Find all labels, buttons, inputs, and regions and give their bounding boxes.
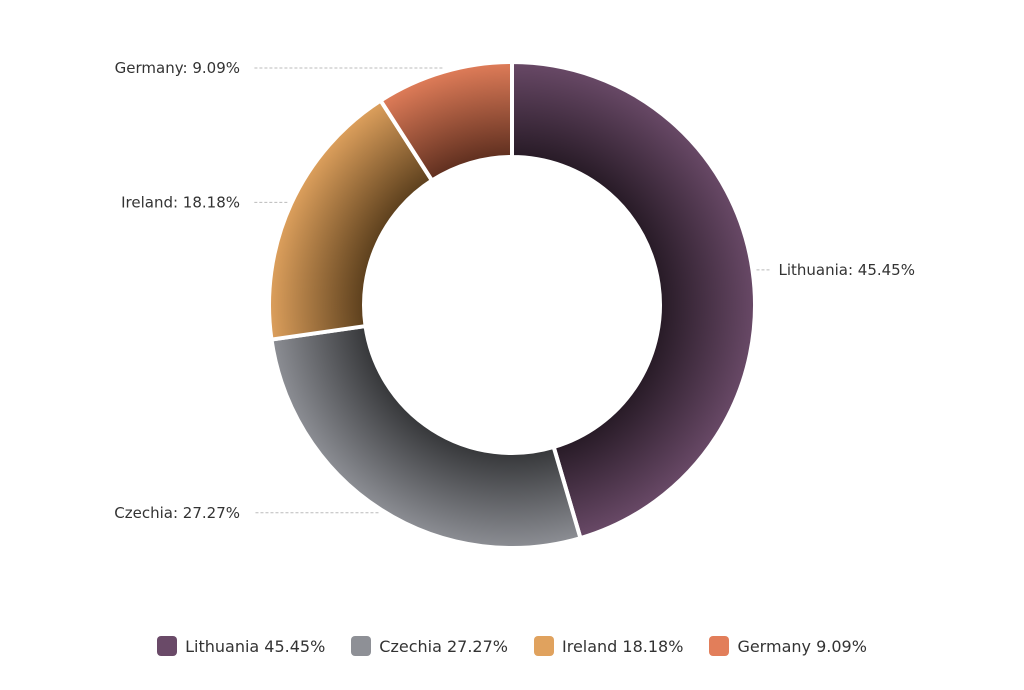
slice-label-germany: Germany: 9.09% bbox=[115, 59, 240, 77]
donut-chart: Lithuania: 45.45% Czechia: 27.27% Ireland:… bbox=[114, 59, 915, 550]
legend-label-czechia: Czechia 27.27% bbox=[379, 636, 508, 656]
legend-swatch-lithuania bbox=[157, 636, 178, 656]
legend-swatch-germany bbox=[709, 636, 730, 656]
slice-ireland[interactable] bbox=[267, 98, 434, 342]
slice-label-lithuania: Lithuania: 45.45% bbox=[778, 261, 915, 279]
legend-swatch-ireland bbox=[534, 636, 554, 656]
slice-label-czechia: Czechia: 27.27% bbox=[114, 504, 240, 522]
legend-item-lithuania[interactable]: Lithuania 45.45% bbox=[157, 636, 325, 656]
slice-lithuania[interactable] bbox=[510, 60, 757, 541]
legend-label-ireland: Ireland 18.18% bbox=[562, 636, 684, 656]
slice-label-ireland: Ireland: 18.18% bbox=[121, 193, 240, 211]
slice-germany[interactable] bbox=[378, 60, 514, 183]
legend-item-czechia[interactable]: Czechia 27.27% bbox=[351, 636, 508, 656]
legend-label-lithuania: Lithuania 45.45% bbox=[185, 636, 326, 656]
legend-label-germany: Germany 9.09% bbox=[737, 636, 867, 656]
legend-item-ireland[interactable]: Ireland 18.18% bbox=[534, 636, 683, 656]
legend-swatch-czechia bbox=[351, 636, 372, 656]
chart-legend: Lithuania 45.45% Czechia 27.27% Ireland … bbox=[0, 636, 1024, 656]
slice-czechia[interactable] bbox=[269, 324, 583, 550]
legend-item-germany[interactable]: Germany 9.09% bbox=[709, 636, 867, 656]
